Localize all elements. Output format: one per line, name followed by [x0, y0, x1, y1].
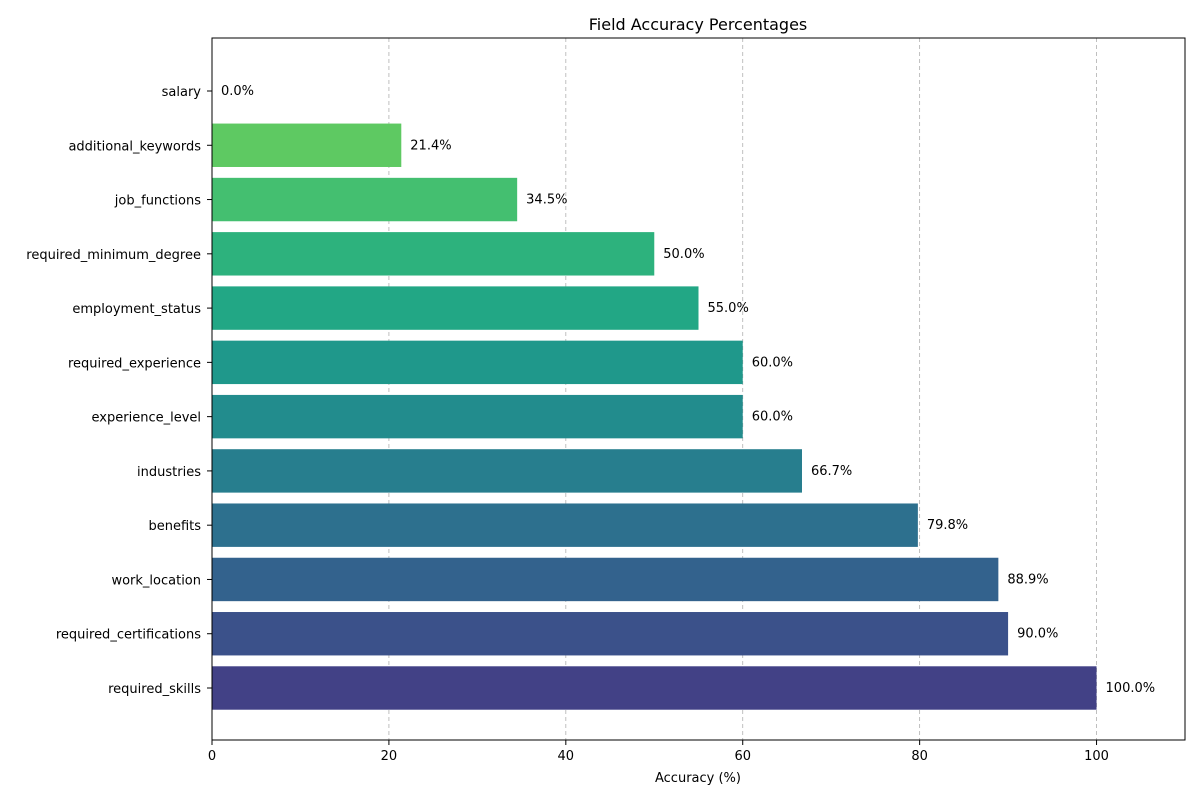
axes-layer: 0 20 40 60 80 100 required_skills required_cert… [26, 37, 1186, 764]
x-tick-label: 60 [734, 749, 751, 764]
bars-layer [212, 123, 1097, 710]
bar-experience_level [212, 394, 743, 439]
data-label: 88.9% [1007, 572, 1048, 587]
data-label: 55.0% [708, 301, 749, 316]
data-label: 34.5% [526, 193, 567, 208]
data-label: 60.0% [752, 410, 793, 425]
bar-job_functions [212, 177, 518, 222]
y-tick-label: industries [137, 465, 201, 480]
data-label: 21.4% [410, 138, 451, 153]
y-tick-label: job_functions [114, 194, 201, 209]
bar-required_experience [212, 340, 743, 385]
data-label: 0.0% [221, 84, 254, 99]
bar-benefits [212, 503, 918, 547]
y-tick-label: employment_status [72, 302, 201, 317]
x-tick-label: 0 [208, 749, 216, 764]
y-tick-label: required_certifications [56, 628, 201, 643]
data-label: 100.0% [1106, 681, 1156, 696]
x-tick-label: 40 [558, 749, 575, 764]
y-tick-label: additional_keywords [68, 139, 201, 154]
bar-work_location [212, 557, 999, 602]
y-tick-label: required_skills [108, 682, 201, 697]
bar-employment_status [212, 286, 699, 330]
data-label: 90.0% [1017, 627, 1058, 642]
x-axis-title: Accuracy (%) [655, 771, 741, 786]
bar-required_minimum_degree [212, 232, 655, 276]
y-tick-label: work_location [111, 573, 201, 588]
chart-title: Field Accuracy Percentages [589, 15, 808, 34]
data-label: 50.0% [663, 247, 704, 262]
y-tick-label: experience_level [92, 411, 201, 426]
x-tick-label: 100 [1084, 749, 1109, 764]
x-tick-label: 80 [911, 749, 928, 764]
bar-required_skills [212, 666, 1097, 710]
data-label: 79.8% [927, 518, 968, 533]
plot-frame [211, 37, 1186, 741]
bar-required_certifications [212, 612, 1009, 656]
bar-additional_keywords [212, 123, 402, 167]
data-labels-layer: 100.0% 90.0% 88.9% 79.8% 66.7% 60.0% 60.0% 55.0… [221, 84, 1155, 696]
y-tick-label: required_experience [68, 356, 201, 371]
y-tick-label: benefits [148, 519, 201, 534]
bar-industries [212, 449, 802, 493]
data-label: 66.7% [811, 464, 852, 479]
y-tick-label: salary [162, 85, 202, 100]
y-tick-label: required_minimum_degree [26, 248, 201, 263]
x-tick-label: 20 [381, 749, 398, 764]
data-label: 60.0% [752, 355, 793, 370]
